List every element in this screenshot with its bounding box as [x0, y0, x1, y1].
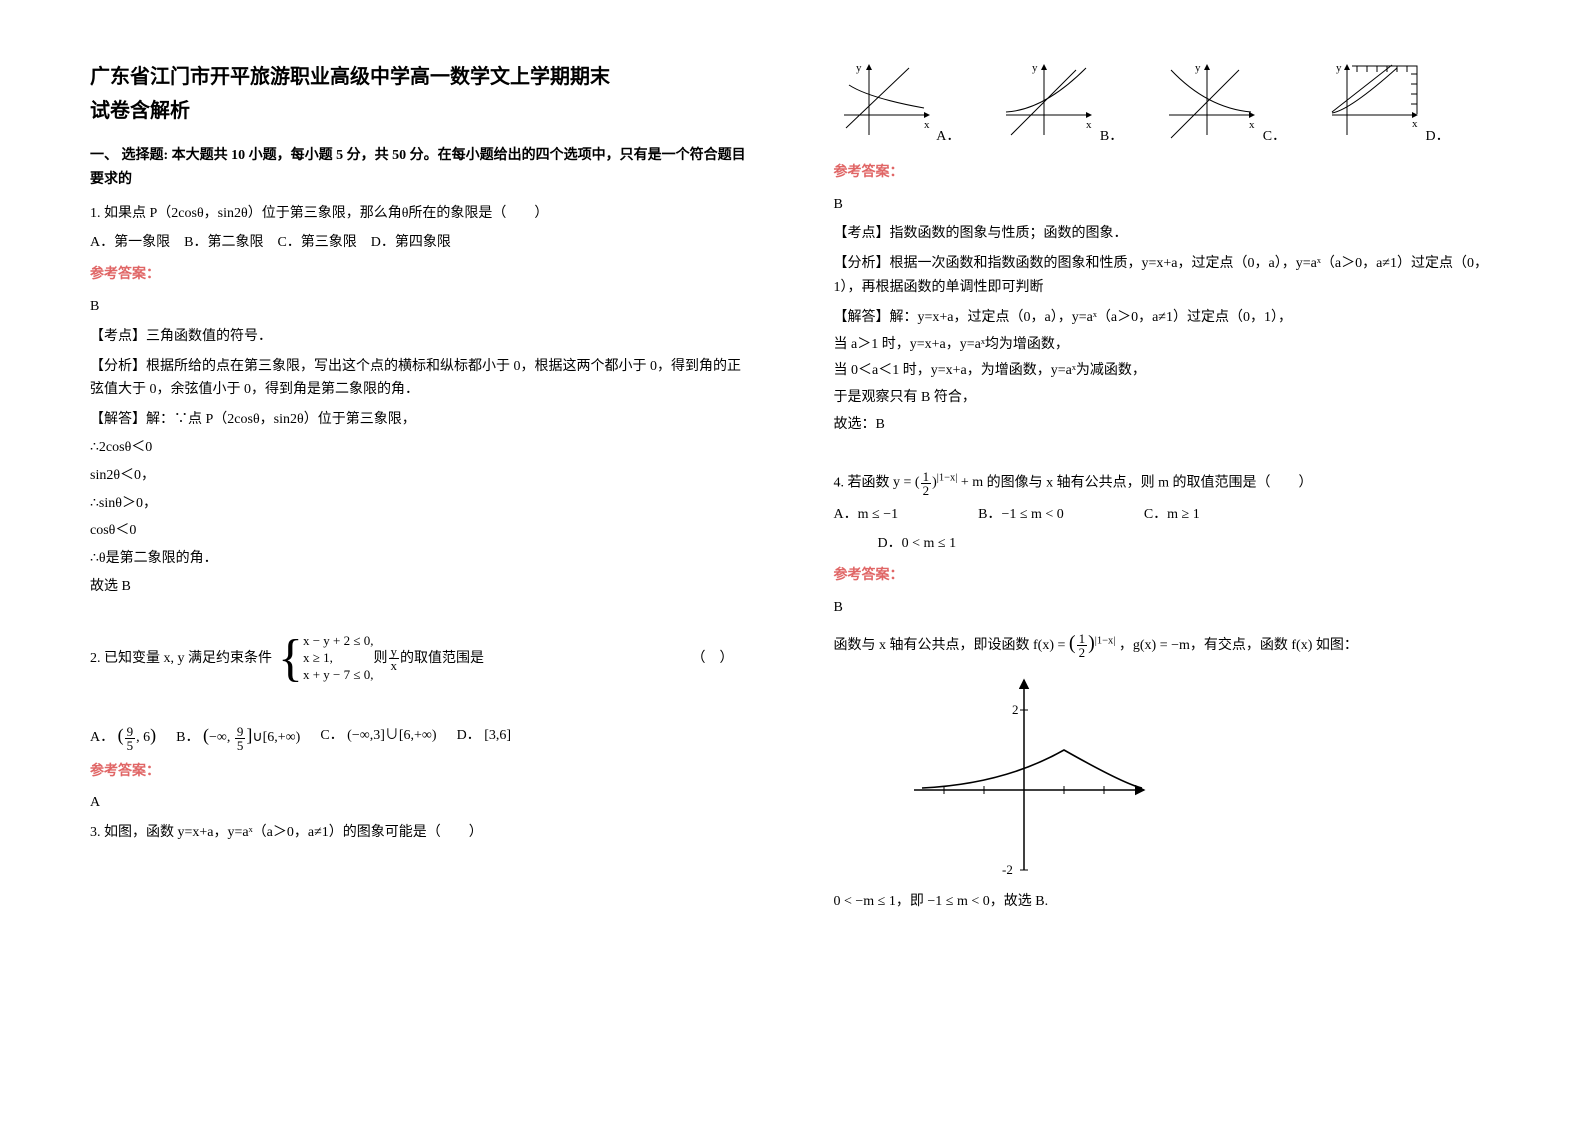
- svg-text:y: y: [1032, 62, 1038, 74]
- q1-jd3: sin2θ＜0，: [90, 464, 754, 488]
- q4-optB: B．−1 ≤ m < 0: [978, 503, 1064, 527]
- q4-final: 0 < −m ≤ 1，即 −1 ≤ m < 0，故选 B.: [834, 890, 1498, 914]
- q1-jd2: ∴2cosθ＜0: [90, 436, 754, 460]
- q2-optC-pre: C．: [320, 728, 343, 743]
- q2-options: A． (95, 6) B． (−∞, 95]∪[6,+∞) C． (−∞,3]∪…: [90, 720, 754, 751]
- q2-c1: x − y + 2 ≤ 0,: [303, 633, 374, 648]
- left-column: 广东省江门市开平旅游职业高级中学高一数学文上学期期末 试卷含解析 一、 选择题:…: [0, 0, 794, 1122]
- q4-ref-label: 参考答案：: [834, 564, 1498, 588]
- tick-n2: -2: [1002, 862, 1013, 877]
- q4-chart: 2 -2: [894, 670, 1154, 880]
- q1-jd1: 【解答】解：∵点 P（2cosθ，sin2θ）位于第三象限，: [90, 408, 754, 432]
- q2-optA-pre: A．: [90, 730, 114, 745]
- q4-expl: 函数与 x 轴有公共点，即设函数 f(x) = (12)|1−x| ，g(x) …: [834, 626, 1498, 660]
- q4-stem: 4. 若函数 y = (12)|1−x| + m 的图像与 x 轴有公共点，则 …: [834, 470, 1498, 497]
- q4-stem-pre: 4. 若函数: [834, 475, 894, 490]
- q1-ref-label: 参考答案：: [90, 263, 754, 287]
- title-line1: 广东省江门市开平旅游职业高级中学高一数学文上学期期末: [90, 66, 610, 88]
- part1-header: 一、 选择题: 本大题共 10 小题，每小题 5 分，共 50 分。在每小题给出…: [90, 144, 754, 192]
- graph-a-svg: x y: [834, 60, 934, 140]
- q2-c2: x ≥ 1,: [303, 650, 333, 665]
- svg-text:y: y: [856, 62, 862, 74]
- q1-jd4: ∴sinθ＞0，: [90, 492, 754, 516]
- q2-optB: B． (−∞, 95]∪[6,+∞): [176, 720, 300, 751]
- graph-d-svg: x y: [1322, 60, 1422, 140]
- q3-answer: B: [834, 193, 1498, 217]
- q2-yx-frac: yx: [389, 645, 400, 672]
- q1-jd6: ∴θ是第二象限的角．: [90, 547, 754, 571]
- q3-jd2: 当 a＞1 时，y=x+a，y=aˣ均为增函数，: [834, 333, 1498, 357]
- q3-fx: 【分析】根据一次函数和指数函数的图象和性质，y=x+a，过定点（0，a），y=a…: [834, 252, 1498, 300]
- svg-text:x: x: [1412, 118, 1418, 130]
- q1-kd: 【考点】三角函数值的符号．: [90, 325, 754, 349]
- q2-optC: C． (−∞,3]∪[6,+∞): [320, 724, 436, 748]
- q3-jd4: 于是观察只有 B 符合，: [834, 386, 1498, 410]
- q2-stem-post-pre: 则: [374, 647, 388, 671]
- svg-text:x: x: [924, 119, 930, 131]
- q3-optA: A．: [936, 129, 960, 144]
- q2-conditions: x − y + 2 ≤ 0, x ≥ 1, x + y − 7 ≤ 0,: [303, 633, 374, 684]
- q4-stem-post: 的图像与 x 轴有公共点，则 m 的取值范围是（ ）: [987, 475, 1313, 490]
- q2-stem-post: 的取值范围是: [400, 647, 484, 671]
- q3-jd1: 【解答】解：y=x+a，过定点（0，a），y=aˣ（a＞0，a≠1）过定点（0，…: [834, 306, 1498, 330]
- q3-jd3: 当 0＜a＜1 时，y=x+a，为增函数，y=aˣ为减函数，: [834, 359, 1498, 383]
- q2-stem: 2. 已知变量 x, y 满足约束条件 { x − y + 2 ≤ 0, x ≥…: [90, 633, 754, 685]
- q2-optC-v: (−∞,3]∪[6,+∞): [347, 728, 436, 743]
- q4-optC: C．m ≥ 1: [1144, 503, 1200, 527]
- svg-text:y: y: [1195, 62, 1201, 74]
- q4-expl-mid: ，g(x) = −m，有交点，函数 f(x) 如图：: [1119, 638, 1358, 653]
- q3-graphs: x y A． x y B． x y: [834, 60, 1498, 149]
- q2-c3: x + y − 7 ≤ 0,: [303, 667, 374, 682]
- svg-text:y: y: [1336, 62, 1342, 74]
- title: 广东省江门市开平旅游职业高级中学高一数学文上学期期末 试卷含解析: [90, 60, 754, 128]
- svg-text:x: x: [1249, 119, 1255, 131]
- svg-text:x: x: [1086, 119, 1092, 131]
- q3-optC: C．: [1263, 129, 1286, 144]
- q3-optD: D．: [1426, 129, 1450, 144]
- q2-optD-pre: D．: [457, 728, 481, 743]
- q1-jd5: cosθ＜0: [90, 519, 754, 543]
- q2-optD-v: [3,6]: [484, 728, 511, 743]
- q2-tail: （ ）: [692, 647, 754, 671]
- q3-graph-d: x y D．: [1322, 60, 1456, 149]
- graph-c-svg: x y: [1159, 60, 1259, 140]
- q1-fx: 【分析】根据所给的点在第三象限，写出这个点的横标和纵标都小于 0，根据这两个都小…: [90, 355, 754, 403]
- q2-answer: A: [90, 791, 754, 815]
- q1-stem: 1. 如果点 P（2cosθ，sin2θ）位于第三象限，那么角θ所在的象限是（ …: [90, 202, 754, 226]
- q2-ref-label: 参考答案：: [90, 760, 754, 784]
- q1-answer: B: [90, 295, 754, 319]
- q4-optD: D．0 < m ≤ 1: [878, 532, 1498, 556]
- q3-graph-c: x y C．: [1159, 60, 1292, 149]
- q1-jd7: 故选 B: [90, 575, 754, 599]
- tick-2: 2: [1012, 702, 1019, 717]
- q3-stem: 3. 如图，函数 y=x+a，y=aˣ（a＞0，a≠1）的图象可能是（ ）: [90, 821, 754, 845]
- q4-optA: A．m ≤ −1: [834, 503, 899, 527]
- q3-ref-label: 参考答案：: [834, 161, 1498, 185]
- q2-optB-pre: B．: [176, 730, 199, 745]
- q3-jd5: 故选：B: [834, 413, 1498, 437]
- q4-formula: y = (12)|1−x| + m: [893, 475, 983, 490]
- q4-answer: B: [834, 596, 1498, 620]
- q2-optD: D． [3,6]: [457, 724, 511, 748]
- q2-optA: A． (95, 6): [90, 720, 156, 751]
- q3-kd: 【考点】指数函数的图象与性质；函数的图象．: [834, 222, 1498, 246]
- q1-options: A．第一象限 B．第二象限 C．第三象限 D．第四象限: [90, 231, 754, 255]
- graph-b-svg: x y: [996, 60, 1096, 140]
- q2-stem-pre: 2. 已知变量 x, y 满足约束条件: [90, 647, 272, 671]
- q3-graph-a: x y A．: [834, 60, 967, 149]
- title-line2: 试卷含解析: [90, 100, 190, 122]
- right-column: x y A． x y B． x y: [794, 0, 1587, 1122]
- q4-expl-pre: 函数与 x 轴有公共点，即设函数: [834, 638, 1034, 653]
- q3-graph-b: x y B．: [996, 60, 1129, 149]
- q4-fx-formula: f(x) = (12)|1−x|: [1033, 638, 1115, 653]
- q4-opts-abc: A．m ≤ −1 B．−1 ≤ m < 0 C．m ≥ 1: [834, 503, 1498, 527]
- q3-optB: B．: [1100, 129, 1123, 144]
- q2-brace: {: [278, 633, 303, 685]
